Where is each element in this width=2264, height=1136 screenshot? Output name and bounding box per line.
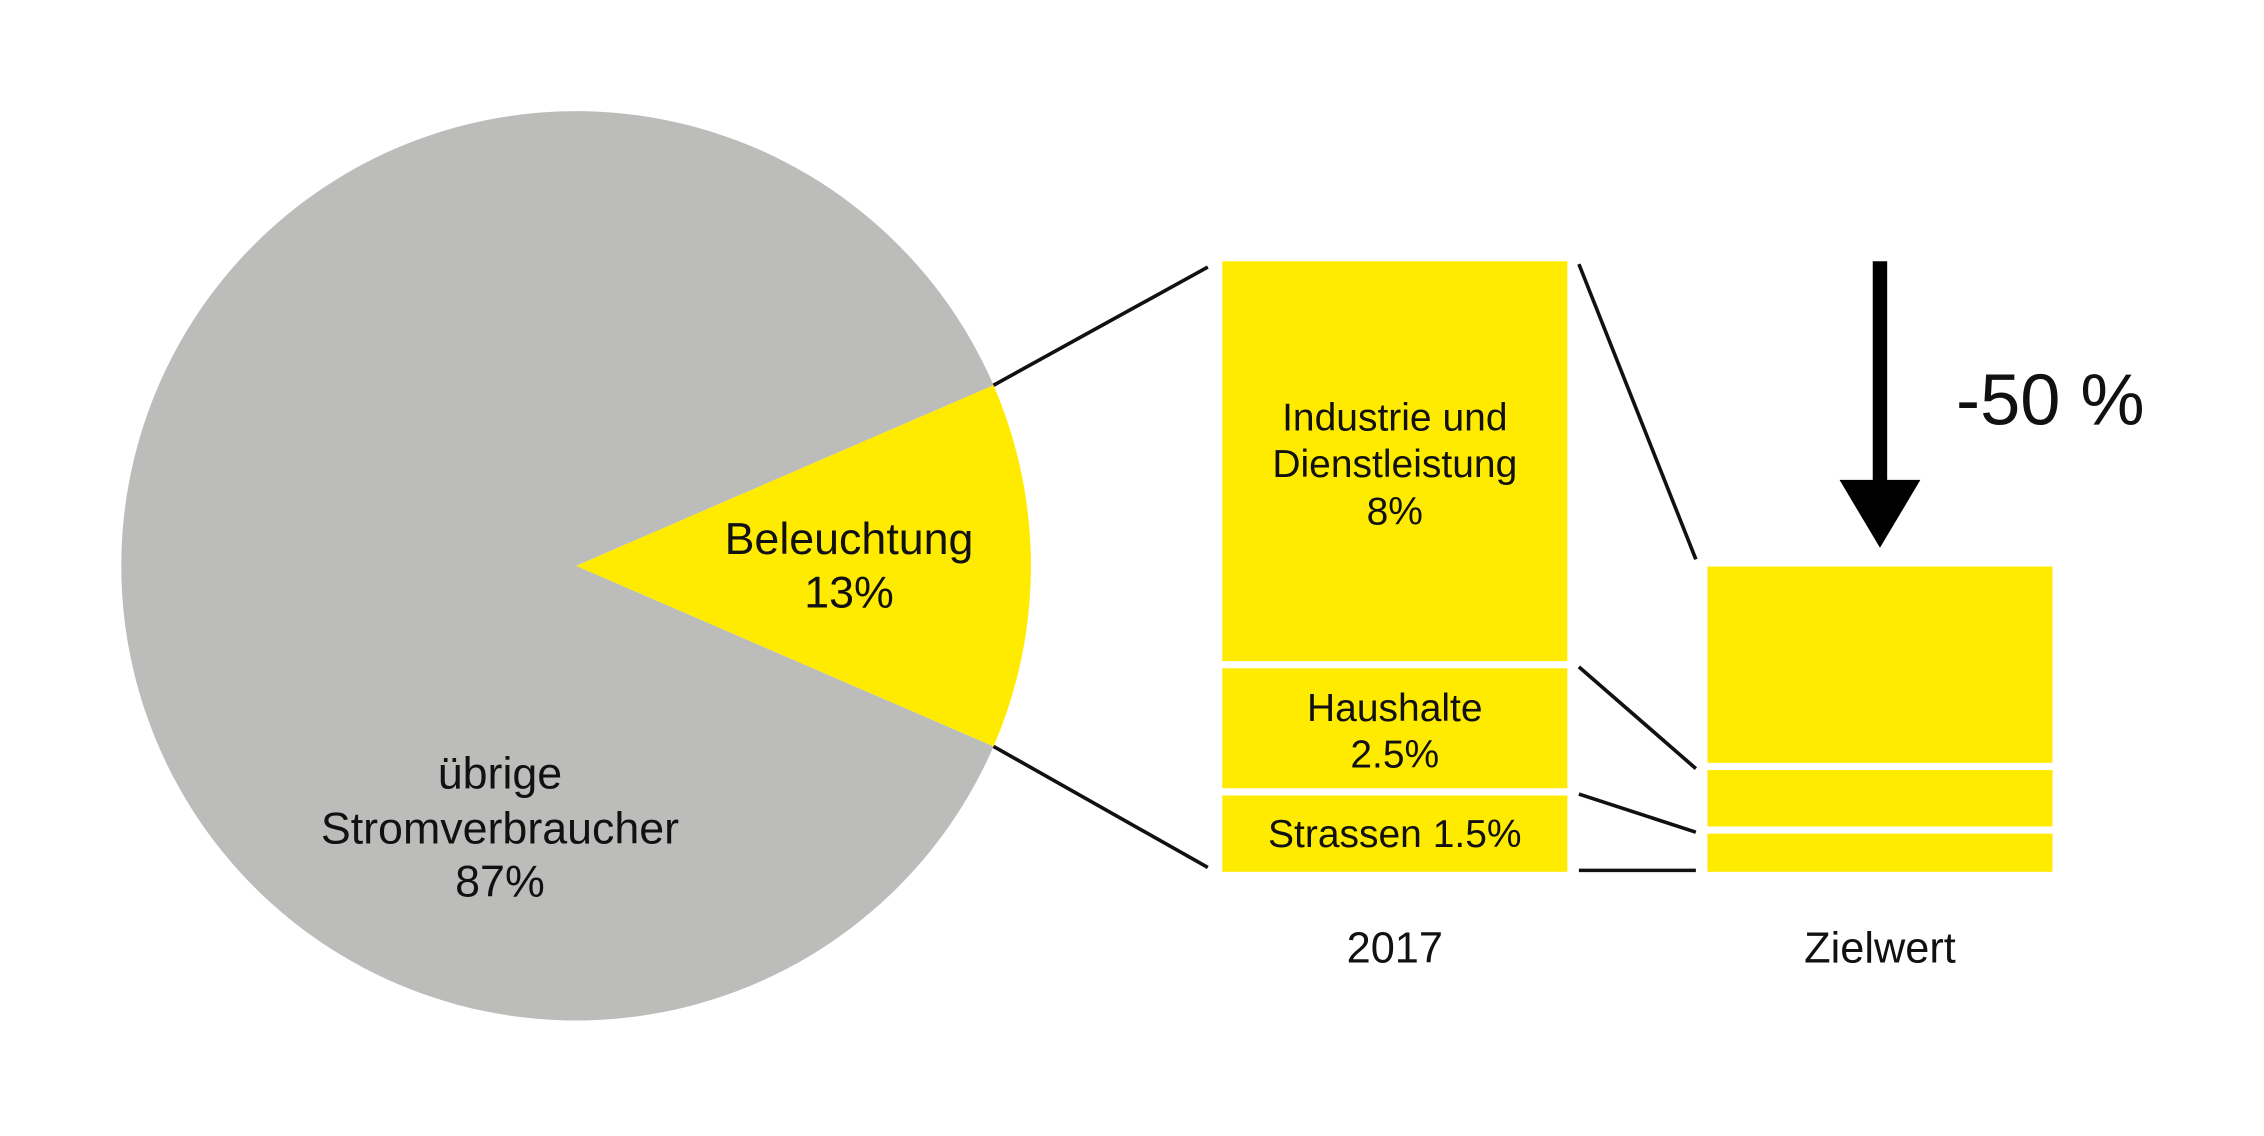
segment-label: Strassen 1.5% <box>1268 810 1522 857</box>
bar-segment <box>1707 833 2053 872</box>
segment-value: 8% <box>1366 489 1423 533</box>
slice-label: übrige Stromverbraucher 87% <box>321 747 679 908</box>
pie-slice <box>576 385 1031 747</box>
annotation: -50 % <box>1956 359 2145 441</box>
connector-line <box>1577 665 1698 770</box>
segment-value: 2.5% <box>1350 733 1440 777</box>
slice-value: 13% <box>804 567 894 618</box>
arrow-shaft <box>1872 261 1888 483</box>
segment-value: 1.5% <box>1432 811 1522 856</box>
slice-label: Beleuchtung 13% <box>725 512 974 619</box>
slice-name: übrige Stromverbraucher <box>320 748 680 853</box>
connector-line <box>992 265 1209 387</box>
slice-value: 87% <box>455 856 545 907</box>
connector-line <box>1577 263 1698 560</box>
pie-slice <box>121 111 994 1021</box>
segment-name: Industrie und Dienstleistung <box>1272 396 1518 487</box>
segment-label: Haushalte 2.5% <box>1307 685 1483 779</box>
connector-line <box>992 744 1209 870</box>
bar-segment <box>1222 795 1568 872</box>
connector-line <box>1578 792 1697 834</box>
x-tick-label: Zielwert <box>1804 925 1956 973</box>
arrow-head <box>1839 479 1921 548</box>
x-tick-label: 2017 <box>1346 925 1443 973</box>
segment-name: Strassen <box>1268 811 1422 856</box>
bar-segment <box>1707 770 2053 827</box>
bar-segment <box>1222 261 1568 662</box>
slice-name: Beleuchtung <box>724 513 974 565</box>
segment-label: Industrie und Dienstleistung 8% <box>1272 395 1517 535</box>
bar-segment <box>1707 566 2053 763</box>
bar-segment <box>1222 668 1568 789</box>
segment-name: Haushalte <box>1307 686 1483 730</box>
